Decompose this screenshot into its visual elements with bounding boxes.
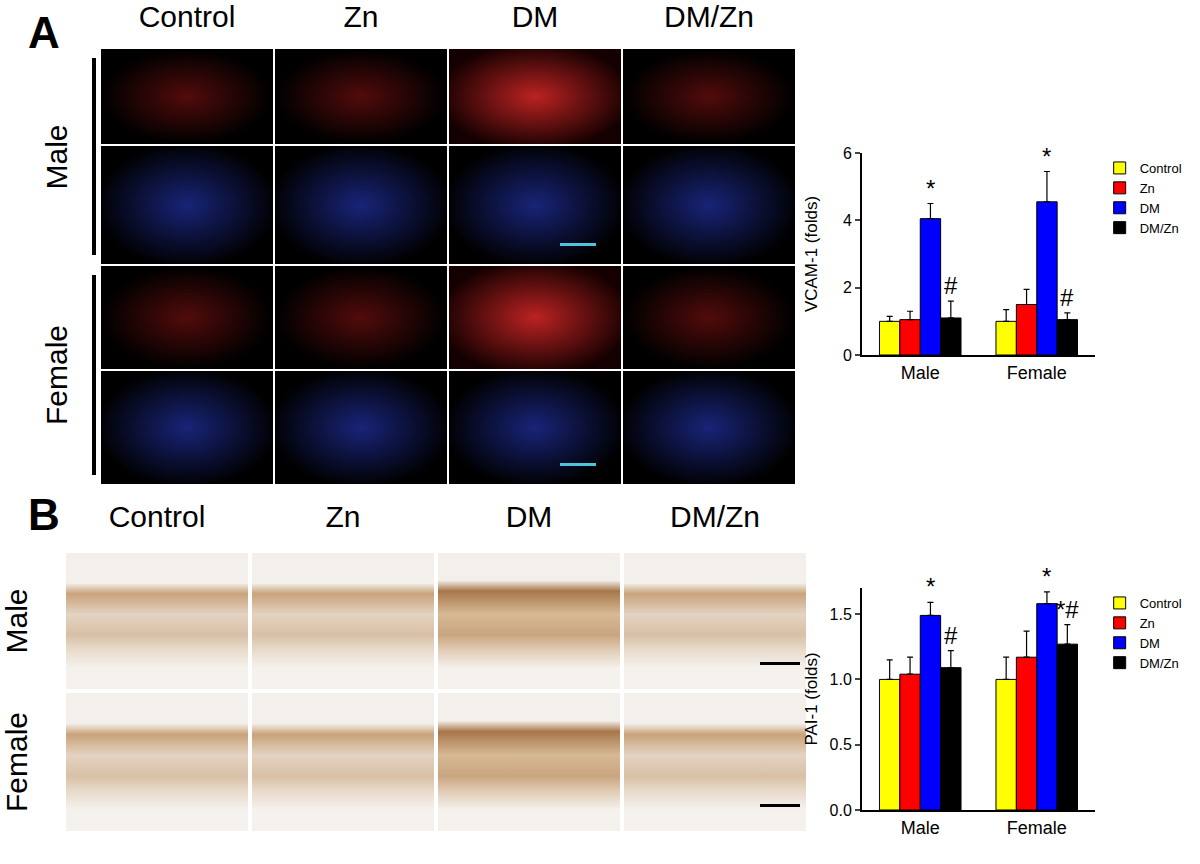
svg-text:DM/Zn: DM/Zn (1140, 656, 1179, 671)
svg-text:Zn: Zn (1140, 181, 1155, 196)
html-text:Control: Control (138, 0, 236, 33)
svg-text:Control: Control (1140, 596, 1182, 611)
svg-text:2: 2 (843, 279, 852, 296)
svg-text:#: # (944, 272, 958, 299)
html-text:DM: DM (505, 500, 553, 533)
svg-text:1.5: 1.5 (830, 606, 852, 623)
svg-text:*#: *# (1056, 596, 1079, 623)
svg-text:DM: DM (1140, 636, 1160, 651)
svg-text:PAI-1 (folds): PAI-1 (folds) (802, 652, 821, 745)
html-text:Zn: Zn (343, 0, 379, 33)
html-text:B: B (28, 490, 60, 539)
html-text:Female: Female (0, 712, 33, 812)
svg-text:DM: DM (1140, 201, 1160, 216)
svg-text:0.5: 0.5 (830, 736, 852, 753)
svg-text:4: 4 (843, 212, 852, 229)
svg-text:Male: Male (901, 818, 940, 838)
svg-text:Female: Female (1007, 363, 1067, 383)
svg-text:Male: Male (901, 363, 940, 383)
svg-text:#: # (1060, 284, 1074, 311)
svg-text:*: * (1042, 563, 1051, 590)
html-text:DM: DM (511, 0, 559, 33)
svg-text:Control: Control (1140, 161, 1182, 176)
html-text:A: A (28, 8, 60, 57)
html-text:Male: Male (0, 588, 33, 654)
svg-text:Female: Female (1007, 818, 1067, 838)
html-text:Female: Female (40, 325, 73, 425)
html-text:Male: Male (40, 124, 73, 189)
svg-text:#: # (944, 622, 958, 649)
svg-text:VCAM-1 (folds): VCAM-1 (folds) (802, 196, 821, 312)
svg-text:*: * (1042, 143, 1051, 170)
svg-text:Zn: Zn (1140, 616, 1155, 631)
html-text:Control: Control (108, 500, 206, 533)
svg-text:1.0: 1.0 (830, 671, 852, 688)
svg-text:DM/Zn: DM/Zn (1140, 221, 1179, 236)
html-text:DM/Zn: DM/Zn (670, 500, 760, 533)
svg-text:6: 6 (843, 145, 852, 162)
svg-text:*: * (926, 573, 935, 600)
html-text:DM/Zn: DM/Zn (664, 0, 754, 33)
svg-text:0: 0 (843, 347, 852, 364)
html-text:Zn: Zn (325, 500, 361, 533)
svg-text:*: * (926, 175, 935, 202)
svg-text:0.0: 0.0 (830, 802, 852, 819)
